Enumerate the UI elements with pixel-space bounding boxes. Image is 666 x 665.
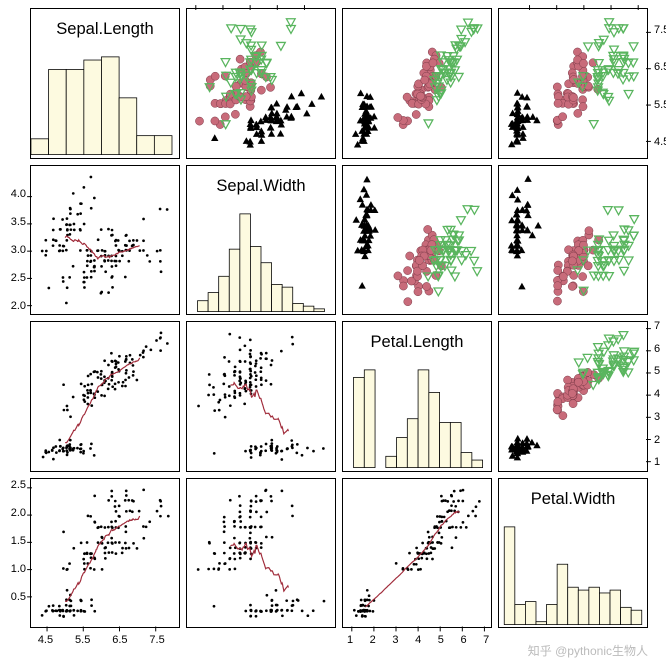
axis-tick-label: 6.5 xyxy=(654,61,666,73)
axis-tick-label: 5.5 xyxy=(71,634,95,646)
svg-text:Petal.Length: Petal.Length xyxy=(371,332,464,351)
axis-tick-label: 2.5 xyxy=(4,272,26,284)
axis-tick-label: 5 xyxy=(654,365,666,377)
axis-tick-label: 2 xyxy=(654,434,666,446)
diagonal-panel-sepal-width: Sepal.Width xyxy=(186,165,336,316)
svg-text:Petal.Width: Petal.Width xyxy=(531,488,616,507)
lower-scatter-panel xyxy=(30,478,180,629)
axis-tick-label: 4 xyxy=(654,388,666,400)
upper-scatter-panel xyxy=(498,8,648,159)
lower-scatter-panel xyxy=(342,478,492,629)
axis-tick-label: 2.5 xyxy=(210,0,234,2)
axis-tick-label: 2.0 xyxy=(182,0,206,2)
upper-scatter-panel xyxy=(498,165,648,316)
axis-tick-label: 3.0 xyxy=(4,244,26,256)
watermark: 知乎 @pythonic生物人 xyxy=(528,642,648,659)
axis-tick-label: 0.5 xyxy=(4,591,26,603)
axis-tick-label: 4.5 xyxy=(654,136,666,148)
diagonal-panel-petal-length: Petal.Length xyxy=(342,321,492,472)
axis-tick-label: 4.0 xyxy=(4,188,26,200)
axis-tick-label: 1 xyxy=(654,456,666,468)
axis-tick-label: 2 xyxy=(361,634,385,646)
svg-text:Sepal.Width: Sepal.Width xyxy=(216,175,305,194)
pairs-plot: Sepal.Length2.02.53.03.54.00.51.01.52.02… xyxy=(30,8,648,628)
lower-scatter-panel xyxy=(30,321,180,472)
axis-tick-label: 2.0 xyxy=(4,300,26,312)
axis-tick-label: 3.0 xyxy=(238,0,262,2)
upper-scatter-panel xyxy=(342,8,492,159)
axis-tick-label: 2.0 xyxy=(4,507,26,519)
axis-tick-label: 7 xyxy=(654,320,666,332)
diagonal-panel-sepal-length: Sepal.Length xyxy=(30,8,180,159)
axis-tick-label: 6 xyxy=(452,634,476,646)
axis-tick-label: 4.0 xyxy=(294,0,318,2)
axis-tick-label: 3.5 xyxy=(266,0,290,2)
axis-tick-label: 5 xyxy=(429,634,453,646)
axis-tick-label: 5.5 xyxy=(654,99,666,111)
diagonal-panel-petal-width: Petal.Width xyxy=(498,478,648,629)
lower-scatter-panel xyxy=(186,321,336,472)
axis-tick-label: 4.5 xyxy=(33,634,57,646)
axis-tick-label: 1.0 xyxy=(4,563,26,575)
lower-scatter-panel xyxy=(30,165,180,316)
axis-tick-label: 1.0 xyxy=(544,0,568,2)
axis-tick-label: 1 xyxy=(338,634,362,646)
axis-tick-label: 4 xyxy=(406,634,430,646)
axis-tick-label: 2.5 xyxy=(4,479,26,491)
axis-tick-label: 1.5 xyxy=(572,0,596,2)
axis-tick-label: 3.5 xyxy=(4,216,26,228)
axis-tick-label: 2.0 xyxy=(600,0,624,2)
axis-tick-label: 6 xyxy=(654,343,666,355)
axis-tick-label: 3 xyxy=(654,411,666,423)
axis-tick-label: 3 xyxy=(383,634,407,646)
upper-scatter-panel xyxy=(186,8,336,159)
upper-scatter-panel xyxy=(342,165,492,316)
axis-tick-label: 2.5 xyxy=(628,0,652,2)
axis-tick-label: 7.5 xyxy=(145,634,169,646)
axis-tick-label: 0.5 xyxy=(516,0,540,2)
axis-tick-label: 7.5 xyxy=(654,24,666,36)
axis-tick-label: 7 xyxy=(474,634,498,646)
upper-scatter-panel xyxy=(498,321,648,472)
axis-tick-label: 1.5 xyxy=(4,535,26,547)
lower-scatter-panel xyxy=(186,478,336,629)
svg-text:Sepal.Length: Sepal.Length xyxy=(56,19,154,38)
axis-tick-label: 6.5 xyxy=(108,634,132,646)
